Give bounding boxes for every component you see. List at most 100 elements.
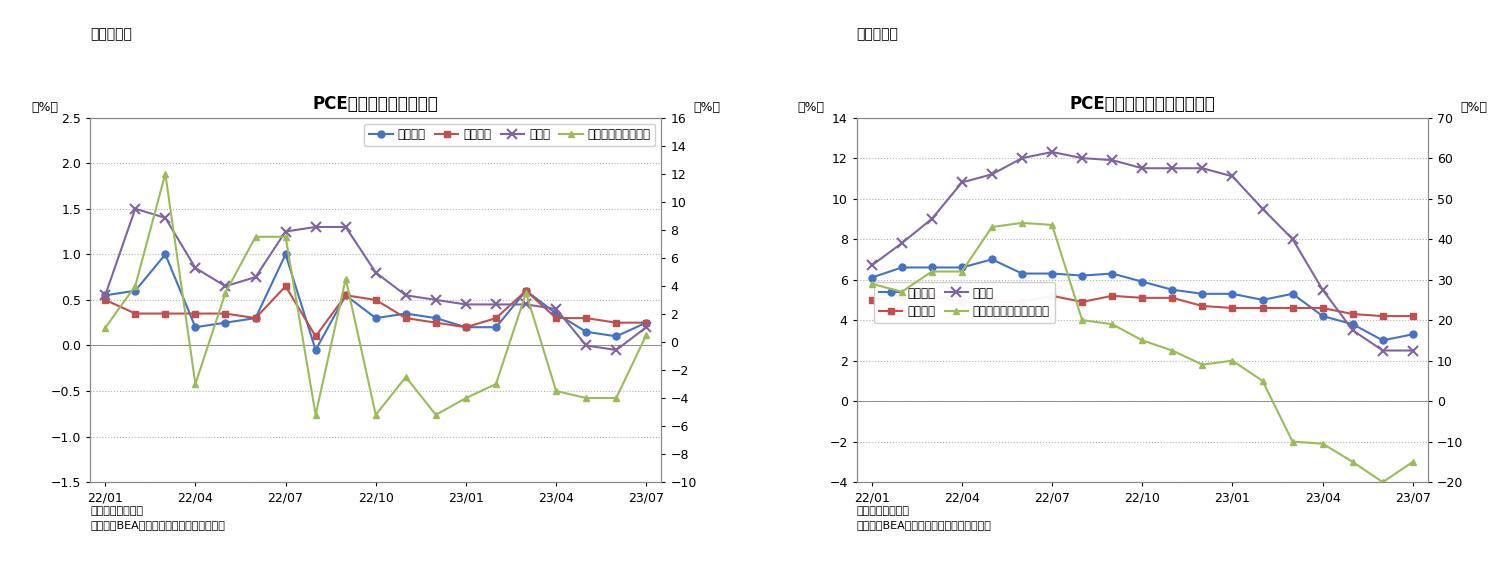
食料品: [186, 265, 204, 272]
総合指数: [216, 319, 234, 326]
食料品: [156, 215, 174, 222]
Line: コア指数: コア指数: [869, 292, 1416, 319]
総合指数: [1314, 313, 1332, 320]
食料品: [1254, 205, 1272, 212]
エネルギー関連（右軸）: [1374, 479, 1392, 486]
エネルギー関連（右軸）: [1163, 347, 1181, 354]
総合指数: [1073, 272, 1091, 279]
総合指数: [277, 250, 295, 258]
コア指数: [953, 298, 971, 305]
Legend: 総合指数, コア指数, 食料品, エネルギー関連（右軸）: 総合指数, コア指数, 食料品, エネルギー関連（右軸）: [875, 282, 1055, 323]
エネルギー（右軸）: [607, 395, 625, 402]
食料品: [277, 228, 295, 235]
総合指数: [1013, 270, 1031, 277]
エネルギー関連（右軸）: [1193, 361, 1211, 368]
エネルギー関連（右軸）: [863, 280, 881, 287]
コア指数: [923, 292, 941, 299]
総合指数: [457, 323, 475, 330]
エネルギー関連（右軸）: [1043, 222, 1061, 229]
食料品: [1013, 155, 1031, 162]
総合指数: [307, 346, 325, 353]
食料品: [1193, 165, 1211, 172]
エネルギー関連（右軸）: [983, 223, 1001, 230]
食料品: [397, 292, 415, 299]
食料品: [216, 283, 234, 290]
コア指数: [983, 298, 1001, 305]
エネルギー関連（右軸）: [1404, 459, 1422, 466]
コア指数: [1284, 305, 1302, 312]
Line: 総合指数: 総合指数: [869, 256, 1416, 344]
食料品: [1344, 327, 1362, 334]
エネルギー関連（右軸）: [1103, 320, 1121, 328]
コア指数: [547, 315, 565, 322]
食料品: [983, 171, 1001, 178]
総合指数: [517, 287, 535, 294]
コア指数: [1223, 305, 1241, 312]
総合指数: [1133, 278, 1151, 285]
エネルギー（右軸）: [577, 395, 595, 402]
Legend: 総合指数, コア指数, 食料品, エネルギー（右軸）: 総合指数, コア指数, 食料品, エネルギー（右軸）: [364, 123, 655, 146]
食料品: [1223, 173, 1241, 180]
エネルギー関連（右軸）: [1284, 438, 1302, 445]
エネルギー（右軸）: [637, 332, 655, 339]
コア指数: [1013, 298, 1031, 305]
Text: （%）: （%）: [693, 101, 720, 114]
コア指数: [893, 292, 911, 299]
総合指数: [156, 250, 174, 258]
コア指数: [216, 310, 234, 317]
コア指数: [337, 292, 355, 299]
総合指数: [337, 292, 355, 299]
Title: PCE価格指数（前年同月比）: PCE価格指数（前年同月比）: [1070, 95, 1214, 113]
Line: 食料品: 食料品: [867, 147, 1417, 355]
食料品: [1073, 155, 1091, 162]
エネルギー（右軸）: [96, 325, 114, 332]
コア指数: [307, 333, 325, 340]
エネルギー関連（右軸）: [1254, 377, 1272, 385]
総合指数: [1254, 296, 1272, 303]
エネルギー（右軸）: [517, 289, 535, 296]
コア指数: [637, 319, 655, 326]
コア指数: [126, 310, 144, 317]
コア指数: [427, 319, 445, 326]
エネルギー（右軸）: [547, 387, 565, 395]
エネルギー関連（右軸）: [1314, 440, 1332, 447]
エネルギー（右軸）: [457, 395, 475, 402]
総合指数: [1284, 290, 1302, 298]
エネルギー（右軸）: [307, 412, 325, 419]
Text: （%）: （%）: [32, 101, 59, 114]
Text: （%）: （%）: [1459, 101, 1486, 114]
エネルギー（右軸）: [156, 170, 174, 177]
コア指数: [1404, 313, 1422, 320]
食料品: [457, 301, 475, 308]
総合指数: [1223, 290, 1241, 298]
エネルギー（右軸）: [337, 275, 355, 282]
コア指数: [1073, 298, 1091, 305]
食料品: [607, 346, 625, 353]
食料品: [1103, 156, 1121, 163]
総合指数: [1344, 320, 1362, 328]
エネルギー関連（右軸）: [1013, 219, 1031, 226]
コア指数: [1103, 292, 1121, 299]
Text: （注）季節調整済
（資料）BEAよりニッセイ基礎研究所作成: （注）季節調整済 （資料）BEAよりニッセイ基礎研究所作成: [857, 506, 992, 530]
エネルギー関連（右軸）: [1073, 316, 1091, 323]
総合指数: [577, 328, 595, 335]
総合指数: [1193, 290, 1211, 298]
Line: 総合指数: 総合指数: [102, 251, 649, 353]
コア指数: [246, 315, 265, 322]
総合指数: [953, 264, 971, 271]
コア指数: [863, 296, 881, 303]
エネルギー関連（右軸）: [923, 268, 941, 275]
食料品: [367, 269, 385, 276]
エネルギー（右軸）: [277, 233, 295, 240]
食料品: [427, 296, 445, 303]
Line: エネルギー関連（右軸）: エネルギー関連（右軸）: [869, 219, 1416, 486]
コア指数: [96, 296, 114, 303]
総合指数: [186, 323, 204, 330]
食料品: [953, 179, 971, 186]
食料品: [1374, 347, 1392, 354]
Line: 食料品: 食料品: [101, 204, 651, 355]
Text: （注）季節調整済
（資料）BEAよりニッセイ基礎研究所作成: （注）季節調整済 （資料）BEAよりニッセイ基礎研究所作成: [90, 506, 225, 530]
コア指数: [1193, 302, 1211, 309]
エネルギー（右軸）: [126, 282, 144, 289]
総合指数: [1043, 270, 1061, 277]
